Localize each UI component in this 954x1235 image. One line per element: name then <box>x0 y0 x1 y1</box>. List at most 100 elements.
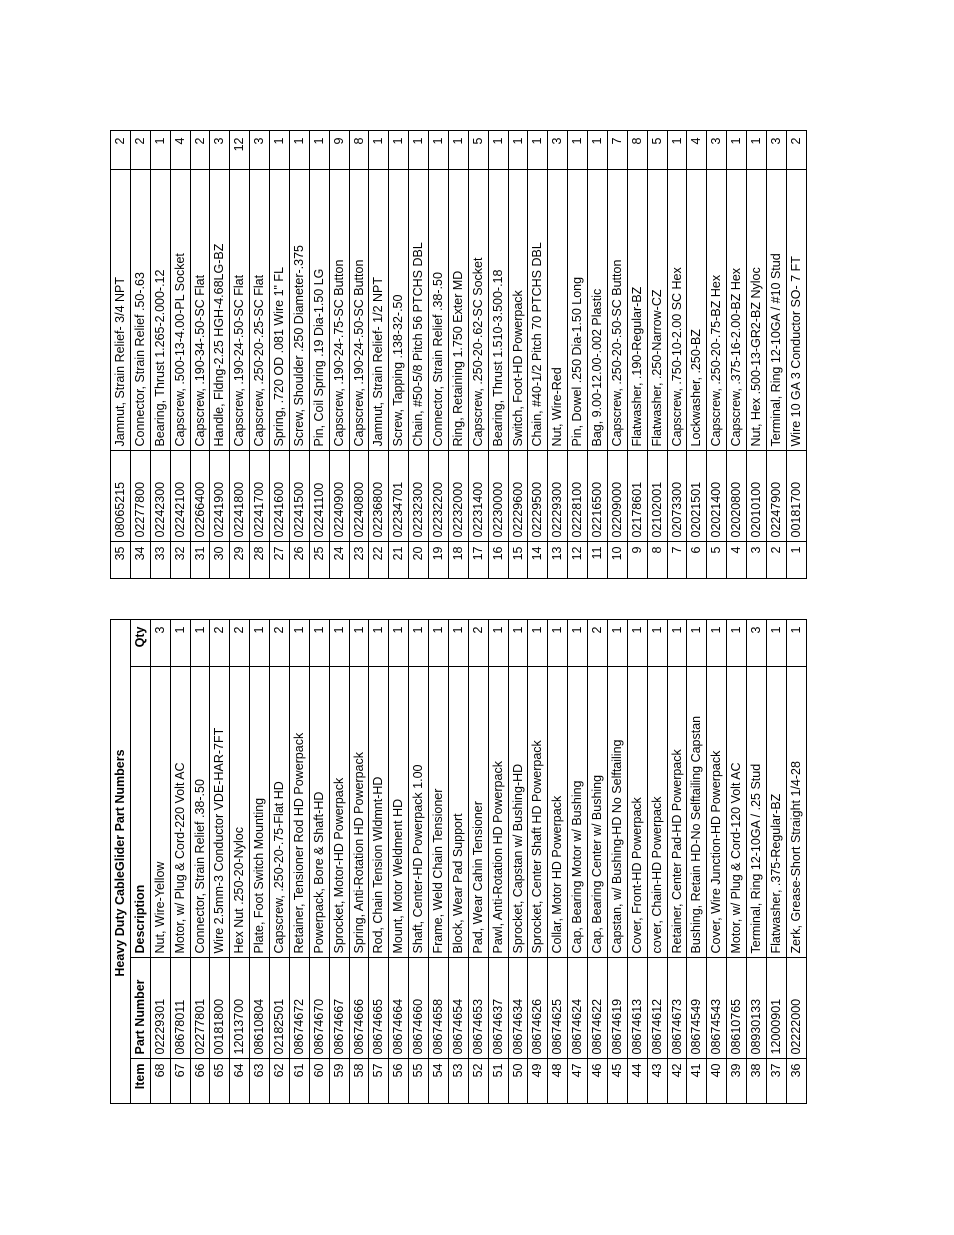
cell-part: 02229600 <box>508 451 528 542</box>
cell-item: 19 <box>429 542 449 579</box>
cell-desc: Capscrew, .250-20-.62-SC Socket <box>468 170 488 451</box>
cell-qty: 3 <box>150 620 170 667</box>
cell-qty: 1 <box>369 131 389 170</box>
cell-part: 02209000 <box>607 451 627 542</box>
parts-table-left: Heavy Duty CableGlider Part Numbers Item… <box>110 620 807 1105</box>
table-row: 6802229301Nut, Wire-Yellow3 <box>150 620 170 1104</box>
cell-qty: 1 <box>448 131 468 170</box>
cell-item: 7 <box>667 542 687 579</box>
page-rotated-container: Heavy Duty CableGlider Part Numbers Item… <box>0 0 954 1235</box>
table-row: 5608674664Mount, Motor Weldment HD1 <box>389 620 409 1104</box>
cell-item: 13 <box>548 542 568 579</box>
cell-qty: 1 <box>369 620 389 667</box>
cell-qty: 1 <box>329 620 349 667</box>
cell-qty: 2 <box>230 620 250 667</box>
table-row: 3508065215Jamnut, Strain Relief- 3/4 NPT… <box>111 131 131 579</box>
cell-item: 28 <box>250 542 270 579</box>
cell-desc: Sprocket, Capstan w/ Bushing-HD <box>508 667 528 958</box>
cell-qty: 1 <box>766 620 786 667</box>
table-row: 5208674653Pad, Wear Cahin Tensioner2 <box>468 620 488 1104</box>
table-row: 302010100Nut, Hex .500-13-GR2-BZ Nyloc1 <box>747 131 767 579</box>
cell-item: 12 <box>568 542 588 579</box>
cell-item: 9 <box>627 542 647 579</box>
cell-desc: Handle, Fldng-2.25 HGH-4.68LG-BZ <box>210 170 230 451</box>
cell-part: 08674637 <box>488 958 508 1059</box>
hdr-qty: Qty <box>130 620 150 667</box>
cell-qty: 1 <box>349 620 369 667</box>
cell-desc: Plate, Foot Switch Mounting <box>250 667 270 958</box>
cell-part: 02242100 <box>170 451 190 542</box>
cell-item: 6 <box>687 542 707 579</box>
cell-item: 38 <box>747 1059 767 1104</box>
cell-desc: Powerpack, Bore & Shaft-HD <box>309 667 329 958</box>
cell-part: 08674613 <box>627 958 647 1059</box>
cell-qty: 1 <box>588 131 608 170</box>
cell-part: 02229301 <box>150 958 170 1059</box>
table-row: 1502229600Switch, Foot-HD Powerpack1 <box>508 131 528 579</box>
cell-item: 25 <box>309 542 329 579</box>
cell-item: 59 <box>329 1059 349 1104</box>
cell-qty: 1 <box>409 620 429 667</box>
table-row: 2702241600Spring, .720 OD .081 Wire 1" F… <box>270 131 290 579</box>
cell-part: 08674626 <box>528 958 548 1059</box>
cell-part: 08674670 <box>309 958 329 1059</box>
cell-qty: 1 <box>389 620 409 667</box>
cell-part: 02232200 <box>429 451 449 542</box>
cell-part: 12013700 <box>230 958 250 1059</box>
table-row: 4408674613Cover, Front-HD Powerpack1 <box>627 620 647 1104</box>
table-row: 1102216500Bag, 9.00-12.00-.002 Plastic1 <box>588 131 608 579</box>
cell-part: 02020800 <box>727 451 747 542</box>
cell-part: 02229500 <box>528 451 548 542</box>
cell-desc: Nut, Hex .500-13-GR2-BZ Nyloc <box>747 170 767 451</box>
cell-qty: 1 <box>488 620 508 667</box>
table-row: 6008674670Powerpack, Bore & Shaft-HD1 <box>309 620 329 1104</box>
table-row: 6708678011Motor, w/ Plug & Cord-220 Volt… <box>170 620 190 1104</box>
cell-item: 56 <box>389 1059 409 1104</box>
cell-qty: 2 <box>270 620 290 667</box>
cell-part: 02236800 <box>369 451 389 542</box>
cell-qty: 3 <box>766 131 786 170</box>
cell-qty: 1 <box>528 620 548 667</box>
cell-desc: Cap, Bearing Motor w/ Bushing <box>568 667 588 958</box>
cell-desc: Terminal, Ring 12-10GA / #10 Stud <box>766 170 786 451</box>
table-row: 5908674667Sprocket, Motor-HD Powerpack1 <box>329 620 349 1104</box>
cell-qty: 1 <box>747 131 767 170</box>
cell-desc: Bushing, Retain HD-No Selftailing Capsta… <box>687 667 707 958</box>
cell-item: 48 <box>548 1059 568 1104</box>
table-row: 202247900Terminal, Ring 12-10GA / #10 St… <box>766 131 786 579</box>
cell-desc: Wire 2.5mm-3 Conductor VDE-HAR-7FT <box>210 667 230 958</box>
cell-qty: 1 <box>607 620 627 667</box>
table-row: 3808930133Terminal, Ring 12-10GA / .25 S… <box>747 620 767 1104</box>
cell-qty: 2 <box>190 131 210 170</box>
cell-item: 11 <box>588 542 608 579</box>
cell-item: 5 <box>707 542 727 579</box>
cell-item: 51 <box>488 1059 508 1104</box>
table-row: 1202228100Pin, Dowel .250 Dia-1.50 Long1 <box>568 131 588 579</box>
cell-item: 43 <box>647 1059 667 1104</box>
cell-part: 02229300 <box>548 451 568 542</box>
cell-qty: 1 <box>548 620 568 667</box>
cell-part: 02232000 <box>448 451 468 542</box>
table-row: 3602222000Zerk, Grease-Short Straight 1/… <box>786 620 806 1104</box>
cell-item: 31 <box>190 542 210 579</box>
cell-part: 02240800 <box>349 451 369 542</box>
hdr-desc: Description <box>130 667 150 958</box>
cell-part: 08674660 <box>409 958 429 1059</box>
cell-part: 08674672 <box>289 958 309 1059</box>
cell-qty: 1 <box>429 131 449 170</box>
table-row: 1902232200Connector, Strain Relief .38-.… <box>429 131 449 579</box>
table-row: 602021501Lockwasher, .250-BZ4 <box>687 131 707 579</box>
cell-item: 39 <box>727 1059 747 1104</box>
cell-item: 47 <box>568 1059 588 1104</box>
cell-qty: 8 <box>627 131 647 170</box>
cell-part: 08674549 <box>687 958 707 1059</box>
cell-qty: 1 <box>448 620 468 667</box>
cell-item: 4 <box>727 542 747 579</box>
cell-item: 58 <box>349 1059 369 1104</box>
cell-qty: 1 <box>488 131 508 170</box>
cell-part: 08674654 <box>448 958 468 1059</box>
table-row: 2902241800Capscrew, .190-24-.50-SC Flat1… <box>230 131 250 579</box>
cell-part: 00181800 <box>210 958 230 1059</box>
cell-item: 24 <box>329 542 349 579</box>
cell-item: 36 <box>786 1059 806 1104</box>
